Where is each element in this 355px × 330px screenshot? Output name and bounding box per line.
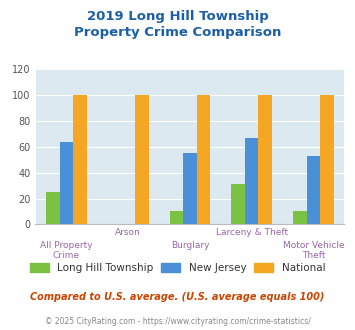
- Bar: [245, 138, 258, 224]
- Text: Compared to U.S. average. (U.S. average equals 100): Compared to U.S. average. (U.S. average …: [30, 292, 325, 302]
- Text: 2019 Long Hill Township
Property Crime Comparison: 2019 Long Hill Township Property Crime C…: [74, 10, 281, 39]
- Bar: [258, 95, 272, 224]
- Bar: [293, 212, 307, 224]
- Bar: [135, 95, 148, 224]
- Bar: [73, 95, 87, 224]
- Bar: [307, 156, 320, 224]
- Text: Motor Vehicle
Theft: Motor Vehicle Theft: [283, 241, 344, 260]
- Bar: [46, 192, 60, 224]
- Bar: [183, 153, 197, 224]
- Text: Arson: Arson: [115, 228, 141, 237]
- Bar: [320, 95, 334, 224]
- Text: Larceny & Theft: Larceny & Theft: [215, 228, 288, 237]
- Bar: [170, 212, 183, 224]
- Legend: Long Hill Township, New Jersey, National: Long Hill Township, New Jersey, National: [30, 263, 325, 273]
- Bar: [231, 184, 245, 224]
- Text: All Property
Crime: All Property Crime: [40, 241, 93, 260]
- Bar: [60, 142, 73, 224]
- Text: Burglary: Burglary: [171, 241, 209, 250]
- Bar: [197, 95, 210, 224]
- Text: © 2025 CityRating.com - https://www.cityrating.com/crime-statistics/: © 2025 CityRating.com - https://www.city…: [45, 317, 310, 326]
